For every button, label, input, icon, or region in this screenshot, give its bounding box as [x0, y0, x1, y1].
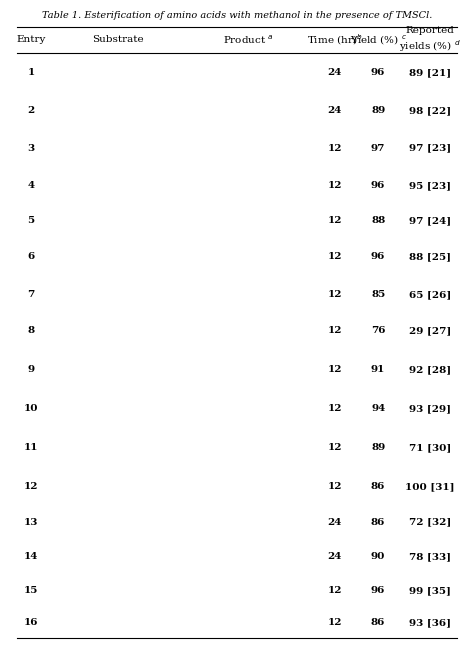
- Text: 12: 12: [328, 216, 342, 225]
- Text: 97 [23]: 97 [23]: [409, 143, 451, 152]
- Text: 11: 11: [24, 443, 38, 452]
- Text: 89: 89: [371, 443, 385, 452]
- Text: 15: 15: [24, 586, 38, 595]
- Text: 94: 94: [371, 404, 385, 413]
- Text: 78 [33]: 78 [33]: [409, 552, 451, 561]
- Text: 24: 24: [328, 517, 342, 526]
- Text: 92 [28]: 92 [28]: [409, 365, 451, 374]
- Text: 24: 24: [328, 68, 342, 77]
- Text: Table 1. Esterification of amino acids with methanol in the presence of TMSCl.: Table 1. Esterification of amino acids w…: [42, 11, 432, 20]
- Text: 76: 76: [371, 326, 385, 335]
- Text: 10: 10: [24, 404, 38, 413]
- Text: 2: 2: [27, 106, 35, 115]
- Text: 12: 12: [328, 143, 342, 152]
- Text: 12: 12: [328, 404, 342, 413]
- Text: 93 [29]: 93 [29]: [409, 404, 451, 413]
- Text: 7: 7: [27, 290, 35, 299]
- Text: 9: 9: [27, 365, 35, 374]
- Text: 93 [36]: 93 [36]: [409, 618, 451, 627]
- Text: Time (hr)$^b$: Time (hr)$^b$: [307, 32, 363, 47]
- Text: 12: 12: [328, 290, 342, 299]
- Text: 96: 96: [371, 181, 385, 190]
- Text: 5: 5: [27, 216, 35, 225]
- Text: 12: 12: [328, 482, 342, 491]
- Text: 8: 8: [27, 326, 35, 335]
- Text: 96: 96: [371, 68, 385, 77]
- Text: 98 [22]: 98 [22]: [409, 106, 451, 115]
- Text: 95 [23]: 95 [23]: [409, 181, 451, 190]
- Text: 86: 86: [371, 482, 385, 491]
- Text: 90: 90: [371, 552, 385, 561]
- Text: 89 [21]: 89 [21]: [409, 68, 451, 77]
- Text: 13: 13: [24, 517, 38, 526]
- Text: Reported
yields (%) $^d$: Reported yields (%) $^d$: [399, 26, 461, 54]
- Text: Product $^a$: Product $^a$: [223, 34, 273, 46]
- Text: 88 [25]: 88 [25]: [409, 253, 451, 262]
- Text: 12: 12: [328, 181, 342, 190]
- Text: 6: 6: [27, 253, 35, 262]
- Text: 12: 12: [328, 443, 342, 452]
- Text: 12: 12: [328, 326, 342, 335]
- Text: 29 [27]: 29 [27]: [409, 326, 451, 335]
- Text: 12: 12: [328, 365, 342, 374]
- Text: 14: 14: [24, 552, 38, 561]
- Text: 89: 89: [371, 106, 385, 115]
- Text: Entry: Entry: [16, 36, 46, 45]
- Text: 86: 86: [371, 517, 385, 526]
- Text: 65 [26]: 65 [26]: [409, 290, 451, 299]
- Text: 71 [30]: 71 [30]: [409, 443, 451, 452]
- Text: 16: 16: [24, 618, 38, 627]
- Text: 72 [32]: 72 [32]: [409, 517, 451, 526]
- Text: 86: 86: [371, 618, 385, 627]
- Text: 12: 12: [24, 482, 38, 491]
- Text: 12: 12: [328, 586, 342, 595]
- Text: 96: 96: [371, 253, 385, 262]
- Text: 12: 12: [328, 618, 342, 627]
- Text: 99 [35]: 99 [35]: [409, 586, 451, 595]
- Text: 1: 1: [27, 68, 35, 77]
- Text: 88: 88: [371, 216, 385, 225]
- Text: 24: 24: [328, 552, 342, 561]
- Text: 96: 96: [371, 586, 385, 595]
- Text: 91: 91: [371, 365, 385, 374]
- Text: 97 [24]: 97 [24]: [409, 216, 451, 225]
- Text: Substrate: Substrate: [92, 36, 144, 45]
- Text: 4: 4: [27, 181, 35, 190]
- Text: 85: 85: [371, 290, 385, 299]
- Text: 24: 24: [328, 106, 342, 115]
- Text: Yield (%) $^c$: Yield (%) $^c$: [350, 34, 407, 47]
- Text: 100 [31]: 100 [31]: [405, 482, 455, 491]
- Text: 97: 97: [371, 143, 385, 152]
- Text: 12: 12: [328, 253, 342, 262]
- Text: 3: 3: [27, 143, 35, 152]
